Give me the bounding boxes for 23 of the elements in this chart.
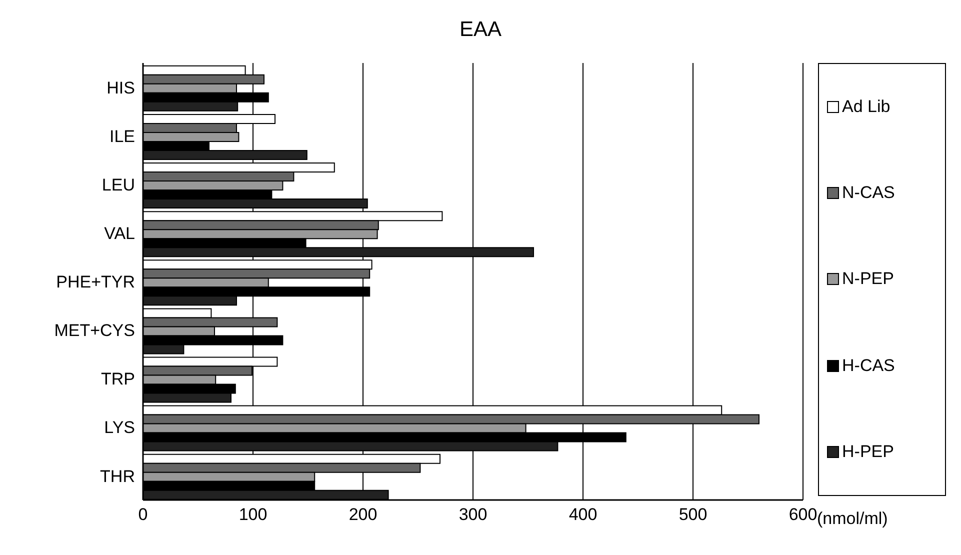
y-tick-label: LYS — [104, 418, 135, 438]
x-tick-label: 0 — [138, 505, 148, 524]
x-tick-label: 100 — [238, 505, 268, 524]
x-tick-label: 500 — [678, 505, 708, 524]
y-tick-label: LEU — [102, 175, 135, 194]
x-tick-label: 300 — [458, 505, 488, 524]
y-tick-label: ILE — [109, 126, 135, 146]
y-tick-label: VAL — [104, 224, 135, 243]
legend-label: H-PEP — [842, 442, 894, 462]
y-tick-label: HIS — [106, 78, 135, 98]
x-tick-label: 200 — [348, 505, 378, 524]
legend-label: H-CAS — [842, 356, 895, 376]
legend-label: N-PEP — [842, 269, 894, 290]
legend-label: Ad Lib — [842, 97, 890, 118]
x-tick-label: 600 — [788, 505, 818, 524]
y-tick-label: TRP — [101, 370, 135, 389]
chart-title: EAA — [458, 18, 503, 42]
y-tick-label: PHE+TYR — [56, 272, 135, 292]
y-tick-label: THR — [100, 466, 135, 486]
legend-label: N-CAS — [842, 183, 895, 204]
y-tick-label: MET+CYS — [54, 321, 135, 340]
x-axis-title: (nmol/ml) — [817, 509, 888, 528]
x-tick-label: 400 — [568, 505, 598, 524]
